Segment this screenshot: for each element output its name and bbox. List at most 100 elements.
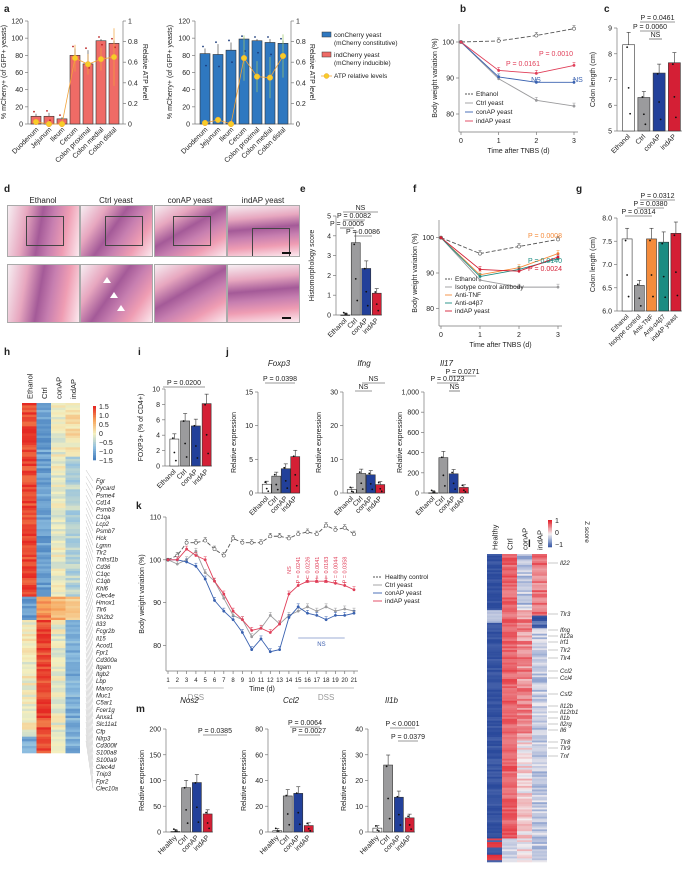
h-cell xyxy=(36,524,51,527)
a-right-tick-label: 60 xyxy=(182,70,190,77)
l-cell xyxy=(517,764,532,767)
l-cell xyxy=(502,615,517,618)
h-cell xyxy=(51,720,66,723)
l-cell xyxy=(532,657,547,660)
j-il17-tick-label: 400 xyxy=(407,450,419,457)
h-cell xyxy=(36,613,51,616)
l-cell xyxy=(502,785,517,789)
m-il1b-data-point xyxy=(397,813,400,816)
l-cell xyxy=(517,604,532,607)
h-cell xyxy=(51,673,66,677)
h-color-scale-cell xyxy=(93,452,96,455)
l-cell xyxy=(502,659,517,662)
h-cell xyxy=(22,736,37,740)
l-cell xyxy=(517,722,532,725)
g-data-point xyxy=(649,239,651,242)
l-color-scale-cell xyxy=(548,545,552,548)
k-tick-label: 100 xyxy=(149,557,161,564)
h-gene-label: Fpr2 xyxy=(96,779,109,785)
b-data-point xyxy=(496,39,501,43)
h-gene-label: S100a8 xyxy=(96,751,117,757)
m-ccl2-data-point xyxy=(286,813,289,815)
h-cell xyxy=(36,746,51,749)
l-cell xyxy=(517,736,532,740)
legend-label: conCherry yeast xyxy=(334,32,382,39)
l-color-scale-cell xyxy=(548,534,552,537)
h-cell xyxy=(22,606,37,609)
h-color-scale-cell xyxy=(93,431,96,434)
l-cell xyxy=(502,602,517,606)
k-legend-label: Ctrl yeast xyxy=(385,582,413,589)
l-cell xyxy=(502,767,517,770)
h-cell xyxy=(36,736,51,740)
h-cell xyxy=(22,699,37,702)
c-data-point xyxy=(641,96,644,98)
l-cell xyxy=(517,684,532,687)
j-foxp3-data-point xyxy=(292,455,295,458)
a-right-y-label: % mCherry+ (of GFP+ yeasts) xyxy=(167,25,174,119)
h-cell xyxy=(36,496,51,499)
h-cell xyxy=(51,540,66,544)
h-cell xyxy=(65,557,80,560)
l-cell xyxy=(517,570,532,573)
l-cell xyxy=(532,798,547,801)
h-cell xyxy=(22,585,37,588)
h-cell xyxy=(51,454,66,457)
c-data-point xyxy=(659,118,662,121)
h-cell xyxy=(22,685,37,688)
l-cell xyxy=(532,784,547,787)
h-cell xyxy=(51,725,66,728)
m-il1b-y-label: Relative expression xyxy=(341,750,348,811)
l-cell xyxy=(487,621,502,624)
m-ccl2-data-point xyxy=(274,827,277,830)
h-cell xyxy=(51,657,66,660)
l-cell xyxy=(502,684,517,687)
l-cell xyxy=(487,646,502,649)
l-cell xyxy=(517,804,532,807)
a-right-tick-label: 120 xyxy=(178,19,190,26)
l-scale-title: Z score xyxy=(583,521,590,543)
h-color-scale-label: 0.5 xyxy=(99,422,109,429)
a-left-data-point xyxy=(98,36,100,38)
l-cell xyxy=(487,787,502,790)
l-cell xyxy=(532,749,547,752)
l-color-scale-cell xyxy=(548,532,552,534)
h-cell xyxy=(22,417,37,420)
f-data-point xyxy=(478,278,482,282)
l-cell xyxy=(517,816,532,819)
j-il17-data-point xyxy=(464,490,467,493)
l-cell xyxy=(487,617,502,620)
l-cell xyxy=(502,628,517,631)
l-color-scale-cell xyxy=(548,524,552,526)
c-data-point xyxy=(656,73,659,75)
h-color-scale-label: −1.5 xyxy=(99,458,113,465)
j-foxp3-title: Foxp3 xyxy=(268,359,291,368)
f-data-point xyxy=(478,251,482,256)
l-cell xyxy=(502,740,517,743)
l-cell xyxy=(532,563,547,566)
l-cell xyxy=(517,664,532,667)
a-right-tick-label: 40 xyxy=(182,87,190,94)
h-cell xyxy=(36,428,51,432)
j-ifng-title: Ifng xyxy=(357,359,371,368)
j-il17-data-point xyxy=(461,484,464,487)
h-cell xyxy=(51,449,66,453)
l-cell xyxy=(487,584,502,587)
h-cell xyxy=(65,634,80,637)
l-cell xyxy=(502,825,517,828)
l-cell xyxy=(517,588,532,591)
a-right-atp-point xyxy=(279,52,287,60)
l-cell xyxy=(487,688,502,691)
l-cell xyxy=(487,740,502,743)
h-gene-leader xyxy=(85,507,94,524)
h-gene-label: Cd300lf xyxy=(96,744,118,750)
l-cell xyxy=(532,622,547,625)
h-cell xyxy=(65,501,80,504)
histology-column-title: conAP yeast xyxy=(167,196,213,205)
h-cell xyxy=(65,657,80,660)
h-color-scale-cell xyxy=(93,434,96,437)
l-cell xyxy=(517,724,532,727)
l-cell xyxy=(532,708,547,711)
h-cell xyxy=(36,648,51,651)
l-cell xyxy=(502,794,517,798)
